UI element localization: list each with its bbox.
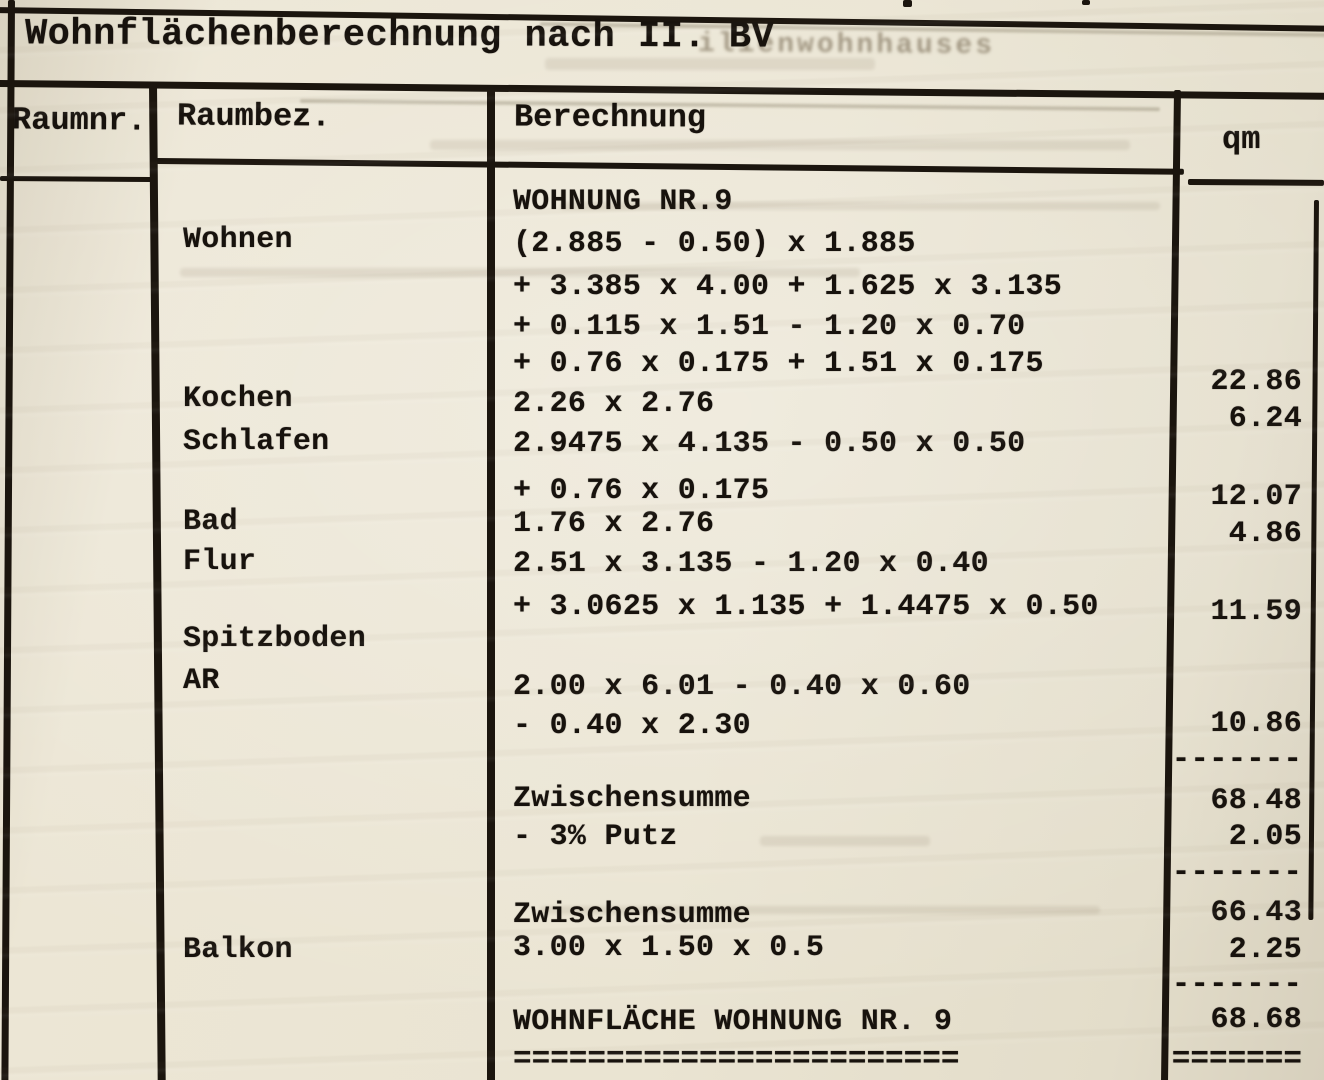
room-label-kochen: Kochen xyxy=(183,382,293,416)
area-value: 6.24 xyxy=(1228,402,1302,436)
header-underline-raumnr xyxy=(0,176,152,183)
column-divider-raumnr xyxy=(149,83,166,1080)
final-rule: ======= xyxy=(1171,1042,1302,1077)
area-value: 12.07 xyxy=(1210,480,1302,514)
calculation-line: - 3% Putz xyxy=(513,820,678,854)
room-label-balkon: Balkon xyxy=(183,933,293,967)
room-label-wohnen: Wohnen xyxy=(183,223,293,257)
room-label-bad: Bad xyxy=(183,505,238,539)
room-label-spitzboden: Spitzboden xyxy=(183,622,367,656)
room-label-ar: AR xyxy=(183,664,220,698)
calculation-line: 2.00 x 6.01 - 0.40 x 0.60 xyxy=(513,670,971,704)
area-value: 2.25 xyxy=(1228,933,1302,967)
area-value: 11.59 xyxy=(1210,595,1302,629)
table-border-left xyxy=(1,0,15,1080)
calculation-line: (2.885 - 0.50) x 1.885 xyxy=(513,227,916,261)
top-edge-tick-right xyxy=(1082,0,1090,5)
calculation-line: 3.00 x 1.50 x 0.5 xyxy=(513,931,825,965)
total-value: 68.68 xyxy=(1210,1003,1302,1037)
area-value: 2.05 xyxy=(1228,820,1302,854)
calculation-line: + 0.76 x 0.175 xyxy=(513,474,770,508)
header-underline-main xyxy=(155,158,1184,175)
subtotal-label: Zwischensumme xyxy=(513,898,751,932)
subtotal-value: 68.48 xyxy=(1210,784,1302,818)
calculation-line: 2.9475 x 4.135 - 0.50 x 0.50 xyxy=(513,427,1026,461)
scan-smudge xyxy=(760,836,930,846)
calculation-line: + 0.115 x 1.51 - 1.20 x 0.70 xyxy=(513,310,1026,344)
total-label: WOHNFLÄCHE WOHNUNG NR. 9 xyxy=(513,1005,953,1039)
area-value: 4.86 xyxy=(1228,517,1302,551)
top-edge-tick-left xyxy=(903,0,912,7)
subtotal-rule: ------- xyxy=(1171,742,1302,777)
final-rule: ======================== xyxy=(513,1042,960,1077)
subtotal-rule: ------- xyxy=(1171,967,1302,1002)
calculation-line: 2.51 x 3.135 - 1.20 x 0.40 xyxy=(513,547,989,581)
header-underline-qm xyxy=(1187,179,1324,186)
calculation-line: 1.76 x 2.76 xyxy=(513,507,715,541)
room-label-flur: Flur xyxy=(183,545,257,579)
column-header-qm: qm xyxy=(1222,121,1261,158)
column-header-raumnr: Raumnr. xyxy=(11,101,147,140)
scan-smudge xyxy=(430,140,1130,150)
document-title: Wohnflächenberechnung nach II. BV xyxy=(24,13,775,59)
calculation-line: + 0.76 x 0.175 + 1.51 x 0.175 xyxy=(513,347,1044,381)
table-border-right xyxy=(1308,199,1319,920)
calculation-line: - 0.40 x 2.30 xyxy=(513,709,751,743)
subtotal-label: Zwischensumme xyxy=(513,782,751,816)
subtotal-rule: ------- xyxy=(1171,855,1302,890)
column-header-berechnung: Berechnung xyxy=(513,98,707,137)
column-divider-raumbez xyxy=(487,86,495,1080)
calculation-line: + 3.385 x 4.00 + 1.625 x 3.135 xyxy=(513,270,1063,304)
subtotal-value: 66.43 xyxy=(1210,896,1302,930)
area-value: 10.86 xyxy=(1210,707,1302,741)
column-header-raumbez: Raumbez. xyxy=(176,97,331,136)
calculation-line: 2.26 x 2.76 xyxy=(513,387,715,421)
table-border-title-bottom-shadow xyxy=(299,99,1160,112)
apartment-heading: WOHNUNG NR.9 xyxy=(513,185,733,219)
room-label-schlafen: Schlafen xyxy=(183,425,330,459)
calculation-line: + 3.0625 x 1.135 + 1.4475 x 0.50 xyxy=(513,590,1099,624)
area-value: 22.86 xyxy=(1210,365,1302,399)
